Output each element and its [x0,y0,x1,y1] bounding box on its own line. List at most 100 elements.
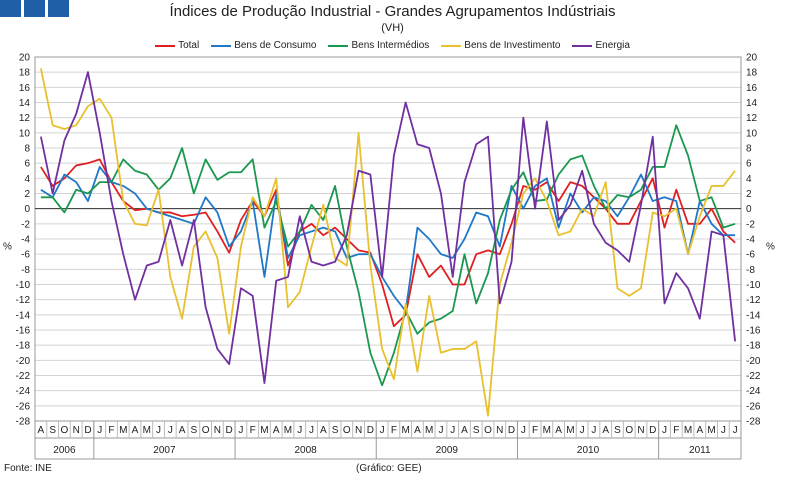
x-tick-label-month: M [566,425,574,436]
y-axis-label-right: % [766,242,775,253]
legend-swatch [441,44,462,47]
x-tick-label-month: J [662,425,667,436]
x-tick-label-month: J [97,425,102,436]
x-tick-label-month: J [297,425,302,436]
chart-title: Índices de Produção Industrial - Grandes… [169,3,616,20]
x-tick-label-month: N [496,425,503,436]
x-tick-label-month: D [508,425,515,436]
logo-block-1 [0,0,21,17]
y-tick-label-right: 8 [746,144,752,155]
y-tick-label-left: 14 [19,98,31,109]
y-tick-label-left: 2 [24,189,30,200]
x-tick-label-month: F [108,425,114,436]
x-tick-label-month: M [119,425,127,436]
x-tick-label-month: A [555,425,562,436]
legend-item: Bens de Consumo [211,40,316,51]
y-tick-label-right: 14 [746,98,758,109]
y-tick-label-right: -8 [746,265,755,276]
x-tick-label-month: J [721,425,726,436]
legend-swatch [328,44,349,47]
y-tick-label-right: 12 [746,113,758,124]
legend-swatch [572,44,593,47]
x-tick-label-month: A [320,425,327,436]
x-tick-label-month: A [132,425,139,436]
y-tick-label-left: 10 [19,128,31,139]
x-tick-label-year: 2008 [295,445,318,456]
x-tick-label-month: M [425,425,433,436]
x-tick-label-month: A [38,425,45,436]
y-tick-label-left: -18 [16,341,31,352]
gee-logo [0,0,69,17]
x-tick-label-year: 2010 [577,445,600,456]
x-tick-label-month: S [332,425,339,436]
x-tick-label-month: D [367,425,374,436]
x-tick-label-month: F [673,425,679,436]
legend-swatch [155,44,176,47]
y-tick-label-left: -24 [16,386,31,397]
legend-label: Bens de Investimento [464,40,561,51]
y-tick-label-right: -2 [746,219,755,230]
source-note: Fonte: INE [4,463,52,474]
x-tick-label-month: M [260,425,268,436]
x-tick-label-month: J [309,425,314,436]
series-line-total [40,158,736,328]
x-tick-label-year: 2011 [689,445,711,456]
y-tick-label-left: -22 [16,371,31,382]
x-tick-label-month: J [733,425,738,436]
x-tick-label-month: M [284,425,292,436]
x-tick-label-month: S [473,425,480,436]
legend-item: Bens de Investimento [441,40,560,51]
x-tick-label-month: D [649,425,656,436]
y-tick-label-right: -16 [746,326,761,337]
series-line-energia [39,71,737,384]
x-tick-label-month: N [214,425,221,436]
y-tick-label-right: -4 [746,235,755,246]
y-tick-label-right: 0 [746,204,752,215]
x-tick-label-year: 2009 [436,445,459,456]
x-tick-label-month: J [168,425,173,436]
x-tick-label-month: S [614,425,621,436]
y-tick-label-right: 2 [746,189,752,200]
y-tick-label-left: 8 [24,144,30,155]
y-tick-label-right: 6 [746,159,752,170]
y-tick-label-right: -26 [746,401,761,412]
legend-item: Total [155,40,199,51]
legend-label: Energia [595,40,630,51]
y-tick-label-right: 4 [746,174,752,185]
chart-credit: (Gráfico: GEE) [356,463,422,474]
x-tick-label-month: O [202,425,210,436]
y-tick-label-right: -12 [746,295,761,306]
x-tick-label-month: A [273,425,280,436]
y-tick-label-right: -18 [746,341,761,352]
y-tick-label-right: -28 [746,417,761,428]
y-tick-label-left: 20 [19,53,31,64]
y-tick-label-left: -4 [21,235,30,246]
y-tick-label-left: -16 [16,326,31,337]
x-tick-label-month: M [401,425,409,436]
x-tick-label-month: D [226,425,233,436]
y-tick-label-left: -10 [16,280,31,291]
y-tick-label-right: -10 [746,280,761,291]
x-tick-label-month: O [484,425,492,436]
y-axis-label-left: % [3,242,12,253]
y-tick-label-left: 18 [19,68,31,79]
y-tick-label-right: 10 [746,128,758,139]
x-tick-label-month: A [414,425,421,436]
x-tick-label-month: J [580,425,585,436]
x-tick-label-month: A [696,425,703,436]
x-tick-label-year: 2007 [153,445,176,456]
x-tick-label-month: F [532,425,538,436]
y-tick-label-right: 18 [746,68,758,79]
x-tick-label-month: S [49,425,56,436]
series-line-bens-interm-dios [40,124,736,387]
y-tick-label-right: 16 [746,83,758,94]
series-line-bens-de-consumo [40,166,736,312]
y-tick-label-left: -26 [16,401,31,412]
x-tick-label-month: J [156,425,161,436]
x-tick-label-year: 2006 [53,445,76,456]
x-tick-label-month: A [179,425,186,436]
logo-block-2 [24,0,45,17]
series-line-bens-de-investimento [39,68,736,417]
y-tick-label-left: 12 [19,113,31,124]
